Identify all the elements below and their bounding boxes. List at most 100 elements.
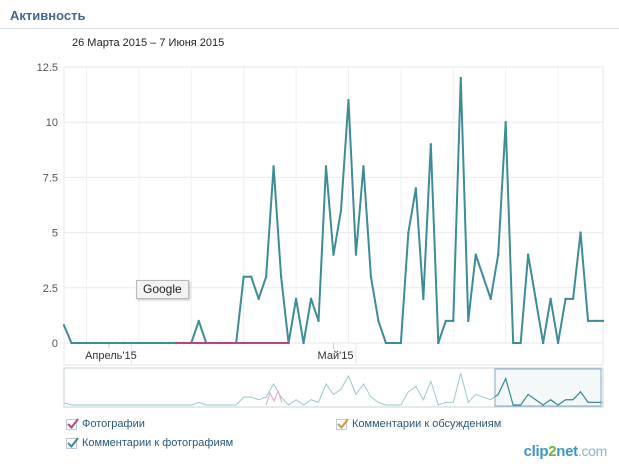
- data-point: [399, 341, 403, 345]
- data-point: [586, 319, 590, 323]
- data-point: [392, 341, 395, 345]
- data-point: [429, 143, 433, 146]
- data-point: [369, 275, 373, 278]
- check-icon: [67, 436, 79, 448]
- data-point: [287, 341, 290, 345]
- checkbox-discussion-comments[interactable]: [336, 417, 349, 430]
- data-point: [556, 341, 560, 345]
- data-point: [160, 341, 163, 345]
- data-point: [407, 231, 410, 234]
- data-point: [459, 76, 462, 80]
- chart-grid: [63, 66, 604, 344]
- series-line-0: [63, 77, 603, 344]
- y-tick-label: 2.5: [43, 283, 58, 295]
- data-point: [414, 187, 418, 190]
- date-range: 26 Марта 2015 – 7 Июня 2015: [72, 37, 225, 49]
- data-point: [317, 319, 320, 323]
- chart-series: [62, 76, 605, 345]
- data-point: [347, 98, 350, 102]
- data-point: [249, 275, 253, 278]
- x-tick-label: Апрель'15: [85, 350, 137, 362]
- data-point: [354, 253, 358, 256]
- data-point: [85, 341, 88, 345]
- data-point: [594, 319, 597, 323]
- y-tick-label: 7.5: [43, 172, 58, 184]
- data-point: [519, 341, 522, 345]
- legend-label-photos: Фотографии: [82, 418, 145, 430]
- data-point: [496, 253, 500, 256]
- data-point: [511, 341, 515, 345]
- data-point: [564, 297, 567, 301]
- data-point: [70, 341, 73, 345]
- data-point: [257, 297, 260, 301]
- data-point: [384, 341, 388, 345]
- data-point: [294, 297, 298, 301]
- legend-label-photo-comments: Комментарии к фотографиям: [82, 437, 234, 449]
- data-point: [571, 297, 575, 301]
- data-point: [482, 275, 485, 278]
- data-point: [62, 324, 66, 327]
- section-header: Активность: [0, 0, 619, 29]
- check-icon: [337, 417, 349, 429]
- data-point: [122, 341, 126, 345]
- data-point: [579, 231, 582, 234]
- data-point: [601, 319, 605, 323]
- data-point: [452, 319, 455, 323]
- data-point: [279, 275, 283, 278]
- data-point: [115, 341, 118, 345]
- data-point: [332, 253, 335, 256]
- data-point: [549, 297, 552, 301]
- checkbox-photos[interactable]: [66, 417, 79, 430]
- x-tick-label: Май'15: [318, 350, 354, 362]
- legend-item-photo-comments[interactable]: Комментарии к фотографиям: [66, 436, 234, 449]
- chart-axes: 0 2.5 5 7.5 10 12.5 Апрель'15 Май'15: [37, 62, 604, 366]
- data-point: [526, 253, 530, 256]
- navigator-frame: [63, 367, 604, 408]
- navigator-photos-series: [265, 389, 283, 406]
- data-point: [100, 341, 103, 345]
- page-title: Активность: [10, 8, 86, 23]
- data-point: [489, 297, 492, 301]
- legend-label-discussion-comments: Комментарии к обсуждениям: [352, 418, 502, 430]
- data-point: [92, 341, 96, 345]
- y-tick-label: 12.5: [37, 62, 58, 74]
- data-point: [474, 253, 477, 256]
- y-tick-label: 10: [46, 117, 58, 129]
- y-tick-label: 5: [52, 228, 58, 240]
- data-point: [272, 165, 275, 168]
- navigator-selected-series: [495, 376, 601, 406]
- data-point: [324, 165, 328, 168]
- y-tick-label: 0: [52, 338, 58, 350]
- data-point: [339, 209, 343, 212]
- checkbox-photo-comments[interactable]: [66, 436, 79, 449]
- navigator-panel[interactable]: [63, 367, 604, 408]
- data-point: [167, 341, 171, 345]
- data-point: [437, 341, 440, 345]
- data-point: [137, 341, 141, 345]
- data-point: [377, 319, 380, 323]
- plot-frame: [63, 66, 604, 344]
- data-point: [504, 121, 507, 124]
- data-point: [77, 341, 81, 345]
- data-point: [130, 341, 133, 345]
- legend-item-discussion-comments[interactable]: Комментарии к обсуждениям: [336, 417, 502, 430]
- data-point: [197, 319, 200, 323]
- data-point: [242, 275, 245, 278]
- data-point: [444, 319, 447, 323]
- data-point: [422, 297, 425, 301]
- data-point: [175, 341, 178, 345]
- watermark-logo: clip2net.com: [523, 443, 608, 460]
- data-point: [152, 341, 156, 345]
- google-tooltip: Google: [136, 280, 189, 299]
- check-icon: [67, 417, 79, 429]
- legend-item-photos[interactable]: Фотографии: [66, 417, 145, 430]
- data-point: [467, 319, 470, 323]
- data-point: [534, 297, 537, 301]
- navigator-selection: [494, 368, 602, 407]
- data-point: [362, 165, 365, 168]
- data-point: [309, 297, 313, 301]
- data-point: [107, 341, 111, 345]
- data-point: [302, 341, 305, 345]
- data-point: [145, 341, 148, 345]
